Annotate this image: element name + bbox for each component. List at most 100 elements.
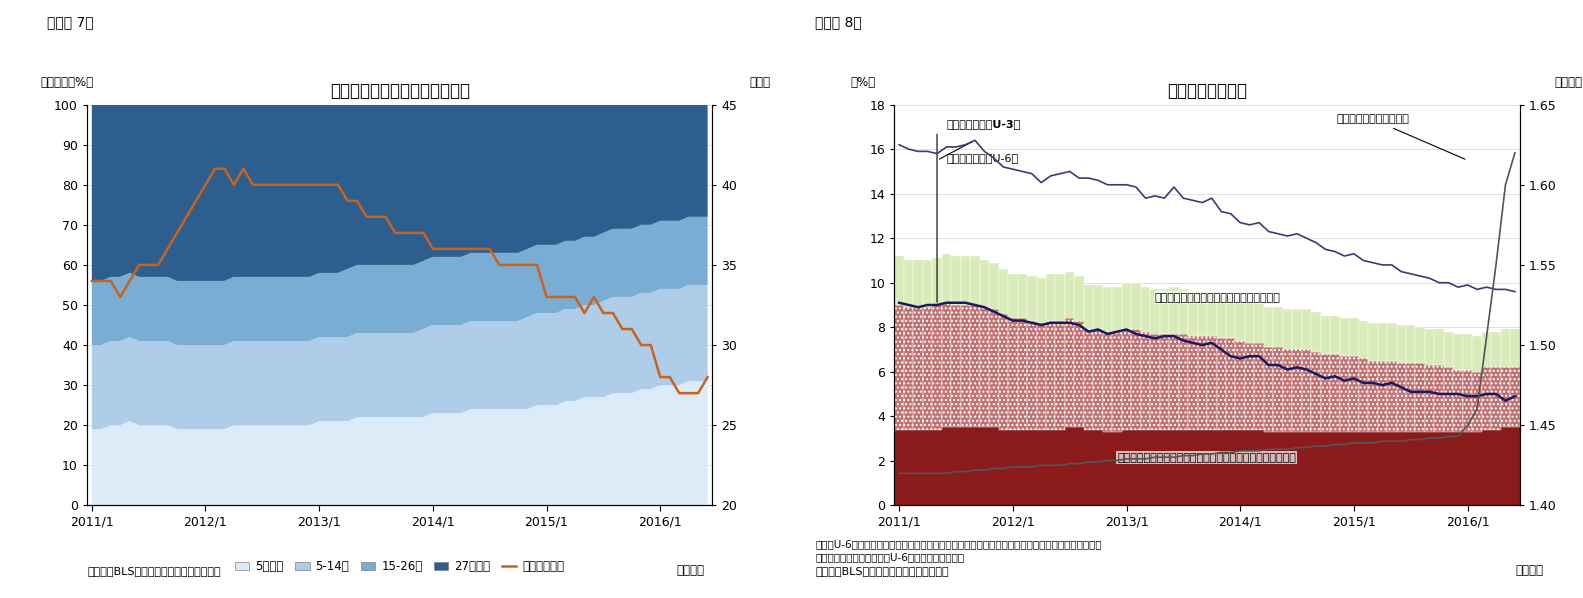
Bar xyxy=(999,269,1008,314)
Bar xyxy=(1292,309,1301,349)
Bar xyxy=(1206,292,1216,336)
Bar xyxy=(1444,367,1453,432)
Bar xyxy=(951,428,961,505)
Text: 労働力人口（経済的理由によるパートタイマー除く、右軸）: 労働力人口（経済的理由によるパートタイマー除く、右軸） xyxy=(1118,453,1296,463)
Bar xyxy=(1444,332,1453,367)
Bar xyxy=(1160,429,1170,505)
Bar xyxy=(1008,318,1018,429)
Bar xyxy=(980,307,989,428)
Bar xyxy=(1189,429,1198,505)
Bar xyxy=(1415,327,1425,363)
Bar xyxy=(1254,303,1263,343)
Bar xyxy=(1358,321,1368,358)
Bar xyxy=(1368,432,1377,505)
Bar xyxy=(1216,429,1225,505)
Bar xyxy=(1189,292,1198,336)
Bar xyxy=(913,429,923,505)
Bar xyxy=(1189,336,1198,429)
Bar xyxy=(1056,274,1065,321)
Bar xyxy=(1311,312,1320,352)
Bar xyxy=(1415,432,1425,505)
Bar xyxy=(1349,318,1358,356)
Bar xyxy=(1320,316,1330,354)
Bar xyxy=(1349,432,1358,505)
Bar xyxy=(1254,343,1263,429)
Bar xyxy=(1065,318,1075,428)
Bar xyxy=(1387,361,1396,432)
Text: 経済的理由によるパートタイマー（右軸）: 経済的理由によるパートタイマー（右軸） xyxy=(1156,292,1281,303)
Bar xyxy=(1141,429,1151,505)
Bar xyxy=(1018,274,1027,318)
Bar xyxy=(1311,352,1320,432)
Bar xyxy=(1263,307,1273,347)
Bar xyxy=(1141,332,1151,429)
Bar xyxy=(1046,321,1056,429)
Bar xyxy=(1235,429,1244,505)
Bar xyxy=(942,428,951,505)
Text: （図表 7）: （図表 7） xyxy=(47,15,93,29)
Bar xyxy=(1510,428,1520,505)
Bar xyxy=(1084,329,1094,429)
Bar xyxy=(1225,429,1235,505)
Bar xyxy=(989,309,999,428)
Bar xyxy=(923,429,932,505)
Bar xyxy=(1510,367,1520,428)
Text: （週）: （週） xyxy=(750,75,771,89)
Bar xyxy=(1113,287,1122,332)
Title: 広義失業率の推移: 広義失業率の推移 xyxy=(1167,83,1247,100)
Bar xyxy=(1075,321,1084,428)
Bar xyxy=(1113,332,1122,432)
Bar xyxy=(1501,428,1510,505)
Title: 失業期間の分布と平均失業期間: 失業期間の分布と平均失業期間 xyxy=(329,83,470,100)
Bar xyxy=(932,305,942,429)
Text: （資料）BLSよりニッセイ基礎研究所作成: （資料）BLSよりニッセイ基礎研究所作成 xyxy=(815,566,948,576)
Bar xyxy=(1491,332,1501,367)
Bar xyxy=(1056,321,1065,429)
Bar xyxy=(1027,276,1037,321)
Bar xyxy=(1084,285,1094,329)
Text: （注）U-6＝（失業者＋周辺労働力＋経済的理由によるパートタイマー）／（労働力＋周辺労働力）: （注）U-6＝（失業者＋周辺労働力＋経済的理由によるパートタイマー）／（労働力＋… xyxy=(815,539,1102,549)
Bar xyxy=(1179,429,1189,505)
Text: 周辺労働力は失業率（U-6）より逆算して推計: 周辺労働力は失業率（U-6）より逆算して推計 xyxy=(815,553,964,562)
Bar xyxy=(1491,367,1501,429)
Bar xyxy=(961,305,970,428)
Bar xyxy=(1396,432,1406,505)
Bar xyxy=(1132,429,1141,505)
Bar xyxy=(1320,354,1330,432)
Text: （億人）: （億人） xyxy=(1555,75,1581,89)
Bar xyxy=(1008,429,1018,505)
Bar xyxy=(1320,432,1330,505)
Bar xyxy=(1330,354,1339,432)
Bar xyxy=(1198,336,1206,429)
Bar xyxy=(1027,321,1037,429)
Bar xyxy=(913,307,923,429)
Bar xyxy=(1244,429,1254,505)
Bar xyxy=(1075,428,1084,505)
Bar xyxy=(1425,329,1434,365)
Bar xyxy=(1198,292,1206,336)
Bar xyxy=(1225,296,1235,338)
Bar xyxy=(1008,274,1018,318)
Bar xyxy=(1198,429,1206,505)
Bar xyxy=(904,307,913,429)
Bar xyxy=(999,314,1008,429)
Bar xyxy=(951,305,961,428)
Bar xyxy=(1273,347,1282,432)
Bar xyxy=(999,429,1008,505)
Text: （資料）BLSよりニッセイ基礎研究所作成: （資料）BLSよりニッセイ基礎研究所作成 xyxy=(87,566,220,576)
Bar xyxy=(1358,358,1368,432)
Bar xyxy=(1122,283,1132,329)
Bar xyxy=(1113,432,1122,505)
Bar xyxy=(989,263,999,309)
Bar xyxy=(1491,429,1501,505)
Bar xyxy=(1406,432,1415,505)
Bar xyxy=(1206,429,1216,505)
Bar xyxy=(1170,287,1179,334)
Bar xyxy=(1216,338,1225,429)
Bar xyxy=(1273,307,1282,347)
Bar xyxy=(1254,429,1263,505)
Bar xyxy=(1482,332,1491,367)
Bar xyxy=(1463,370,1472,432)
Legend: 5週未満, 5-14週, 15-26週, 27週以上, 平均（右軸）: 5週未満, 5-14週, 15-26週, 27週以上, 平均（右軸） xyxy=(231,556,568,578)
Bar xyxy=(1094,429,1103,505)
